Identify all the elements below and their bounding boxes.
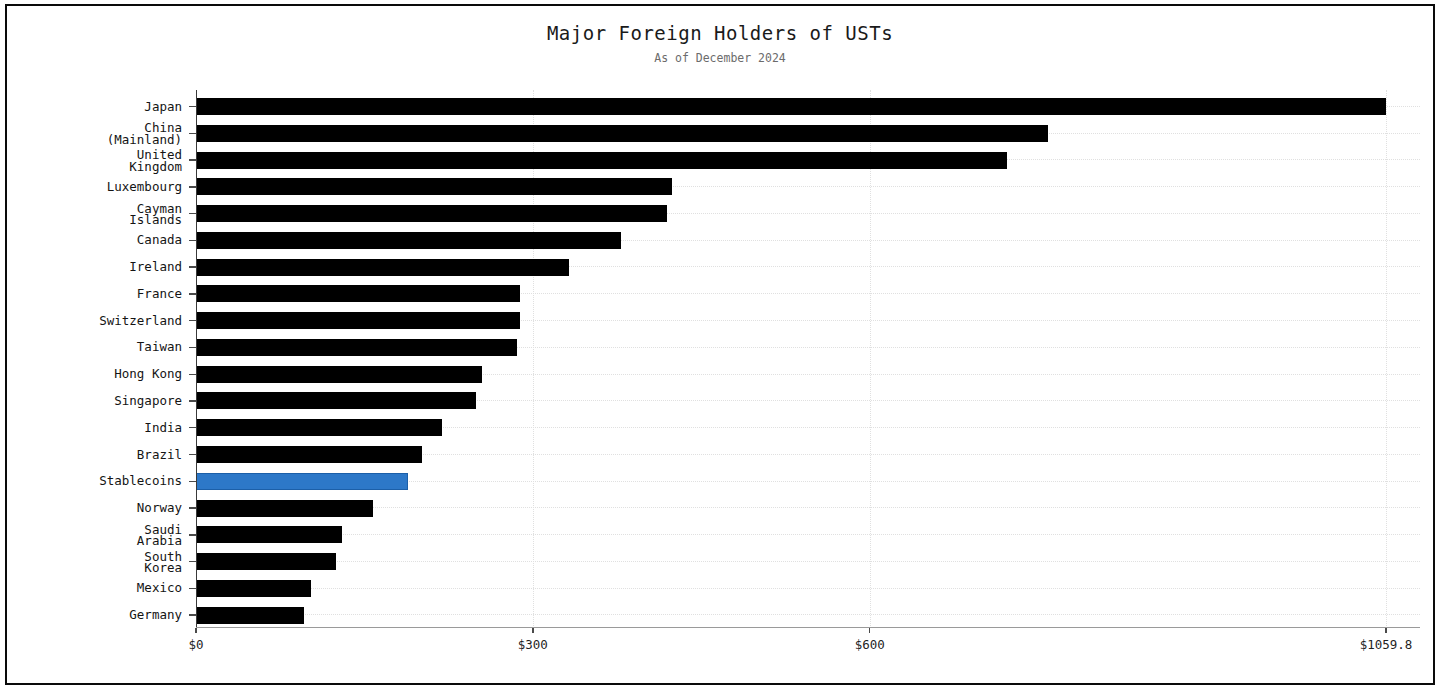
bar-highlight: [196, 473, 408, 490]
y-gridline: [196, 561, 1420, 562]
y-axis-tick: [189, 454, 196, 455]
chart-subtitle: As of December 2024: [0, 51, 1440, 65]
y-axis-tick: [189, 159, 196, 160]
x-axis-tick: [869, 628, 870, 633]
y-axis-tick: [189, 374, 196, 375]
bar: [196, 446, 422, 463]
x-axis-tick: [532, 628, 533, 633]
x-gridline: [1386, 90, 1387, 628]
y-axis-spine: [196, 90, 197, 628]
category-label: Luxembourg: [107, 181, 182, 193]
category-label: Germany: [129, 609, 182, 621]
x-gridline: [533, 90, 534, 628]
category-label: Taiwan: [137, 342, 182, 354]
bar: [196, 419, 442, 436]
bar: [196, 339, 517, 356]
x-axis-tick: [1385, 628, 1386, 633]
bar: [196, 500, 373, 517]
y-axis-tick: [189, 133, 196, 134]
y-axis-tick: [189, 240, 196, 241]
bar: [196, 392, 476, 409]
category-label: South Korea: [144, 550, 182, 573]
category-label: Brazil: [137, 449, 182, 461]
category-label: Ireland: [129, 261, 182, 273]
bar: [196, 152, 1007, 169]
y-axis-tick: [189, 507, 196, 508]
category-label: Switzerland: [99, 315, 182, 327]
bar: [196, 98, 1386, 115]
bar: [196, 553, 336, 570]
y-axis-tick: [189, 427, 196, 428]
category-label: Norway: [137, 502, 182, 514]
x-tick-label: $0: [188, 637, 203, 652]
x-tick-label: $600: [855, 637, 885, 652]
y-axis-tick: [189, 320, 196, 321]
bar: [196, 312, 520, 329]
y-axis-labels: Japan China (Mainland) United Kingdom Luxem…: [0, 90, 189, 628]
y-axis-tick: [189, 106, 196, 107]
bar: [196, 366, 482, 383]
y-axis-tick: [189, 293, 196, 294]
bar: [196, 526, 342, 543]
bar: [196, 607, 304, 624]
category-label: Stablecoins: [99, 476, 182, 488]
y-gridline: [196, 507, 1420, 508]
plot-area: $0$300$600$1059.8: [196, 90, 1420, 628]
category-label: India: [144, 422, 182, 434]
y-axis-tick: [189, 588, 196, 589]
bar: [196, 285, 520, 302]
y-axis-tick: [189, 481, 196, 482]
y-axis-tick: [189, 534, 196, 535]
y-axis-tick: [189, 561, 196, 562]
bar: [196, 205, 667, 222]
category-label: Saudi Arabia: [137, 523, 182, 546]
category-label: Hong Kong: [114, 368, 182, 380]
bar: [196, 125, 1048, 142]
category-label: Cayman Islands: [129, 202, 182, 225]
x-axis-tick: [195, 628, 196, 633]
x-axis-spine: [196, 627, 1420, 628]
bar: [196, 580, 311, 597]
y-axis-tick: [189, 614, 196, 615]
bar: [196, 178, 672, 195]
bar: [196, 232, 621, 249]
y-axis-tick: [189, 266, 196, 267]
y-axis-tick: [189, 213, 196, 214]
y-gridline: [196, 614, 1420, 615]
category-label: Canada: [137, 235, 182, 247]
category-label: France: [137, 288, 182, 300]
x-gridline: [870, 90, 871, 628]
category-label: Japan: [144, 101, 182, 113]
y-axis-tick: [189, 186, 196, 187]
y-axis-tick: [189, 400, 196, 401]
chart-title: Major Foreign Holders of USTs: [0, 22, 1440, 44]
category-label: Mexico: [137, 583, 182, 595]
y-gridline: [196, 534, 1420, 535]
category-label: Singapore: [114, 395, 182, 407]
y-gridline: [196, 588, 1420, 589]
x-tick-label: $1059.8: [1360, 637, 1413, 652]
category-label: United Kingdom: [129, 149, 182, 172]
category-label: China (Mainland): [107, 122, 182, 145]
y-axis-tick: [189, 347, 196, 348]
bar: [196, 259, 569, 276]
x-tick-label: $300: [518, 637, 548, 652]
